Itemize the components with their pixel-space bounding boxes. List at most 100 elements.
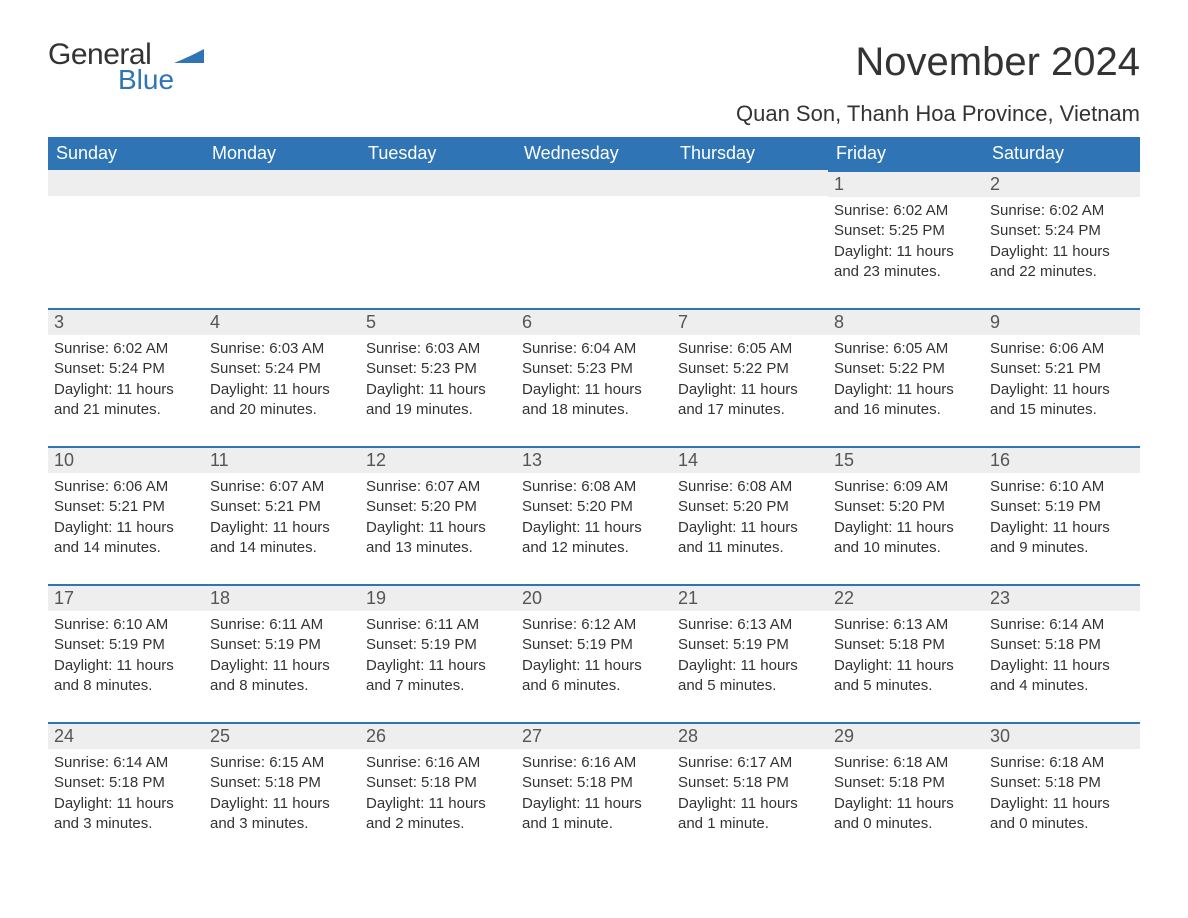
day-cell: 13Sunrise: 6:08 AMSunset: 5:20 PMDayligh…: [516, 446, 672, 584]
day-details: Sunrise: 6:08 AMSunset: 5:20 PMDaylight:…: [672, 473, 828, 558]
sunset-text: Sunset: 5:19 PM: [366, 635, 510, 655]
sunset-text: Sunset: 5:22 PM: [834, 359, 978, 379]
day-cell: 5Sunrise: 6:03 AMSunset: 5:23 PMDaylight…: [360, 308, 516, 446]
day-cell: 7Sunrise: 6:05 AMSunset: 5:22 PMDaylight…: [672, 308, 828, 446]
sunset-text: Sunset: 5:18 PM: [678, 773, 822, 793]
day-number: 20: [516, 584, 672, 611]
day-header-sat: Saturday: [984, 137, 1140, 170]
sunrise-text: Sunrise: 6:13 AM: [834, 615, 978, 635]
day-cell: 2Sunrise: 6:02 AMSunset: 5:24 PMDaylight…: [984, 170, 1140, 308]
week-row: 17Sunrise: 6:10 AMSunset: 5:19 PMDayligh…: [48, 584, 1140, 722]
day-number: 22: [828, 584, 984, 611]
sunset-text: Sunset: 5:18 PM: [366, 773, 510, 793]
sunset-text: Sunset: 5:19 PM: [210, 635, 354, 655]
daylight-text: Daylight: 11 hours and 1 minute.: [522, 794, 666, 835]
week-row: 24Sunrise: 6:14 AMSunset: 5:18 PMDayligh…: [48, 722, 1140, 860]
daylight-text: Daylight: 11 hours and 6 minutes.: [522, 656, 666, 697]
sunset-text: Sunset: 5:20 PM: [834, 497, 978, 517]
daylight-text: Daylight: 11 hours and 2 minutes.: [366, 794, 510, 835]
sunset-text: Sunset: 5:20 PM: [366, 497, 510, 517]
day-number: 17: [48, 584, 204, 611]
day-details: Sunrise: 6:18 AMSunset: 5:18 PMDaylight:…: [828, 749, 984, 834]
day-details: Sunrise: 6:02 AMSunset: 5:24 PMDaylight:…: [48, 335, 204, 420]
sunset-text: Sunset: 5:21 PM: [210, 497, 354, 517]
sunset-text: Sunset: 5:18 PM: [210, 773, 354, 793]
sunrise-text: Sunrise: 6:07 AM: [210, 477, 354, 497]
sunrise-text: Sunrise: 6:02 AM: [990, 201, 1134, 221]
day-number: 1: [828, 170, 984, 197]
day-cell: 14Sunrise: 6:08 AMSunset: 5:20 PMDayligh…: [672, 446, 828, 584]
day-cell: 27Sunrise: 6:16 AMSunset: 5:18 PMDayligh…: [516, 722, 672, 860]
sunrise-text: Sunrise: 6:11 AM: [210, 615, 354, 635]
day-details: Sunrise: 6:15 AMSunset: 5:18 PMDaylight:…: [204, 749, 360, 834]
day-details: Sunrise: 6:16 AMSunset: 5:18 PMDaylight:…: [516, 749, 672, 834]
daylight-text: Daylight: 11 hours and 0 minutes.: [834, 794, 978, 835]
day-number: 10: [48, 446, 204, 473]
sunset-text: Sunset: 5:23 PM: [366, 359, 510, 379]
day-number: 27: [516, 722, 672, 749]
sunset-text: Sunset: 5:18 PM: [834, 635, 978, 655]
sunset-text: Sunset: 5:19 PM: [522, 635, 666, 655]
day-cell: 15Sunrise: 6:09 AMSunset: 5:20 PMDayligh…: [828, 446, 984, 584]
sunset-text: Sunset: 5:25 PM: [834, 221, 978, 241]
day-number: 21: [672, 584, 828, 611]
day-number: 30: [984, 722, 1140, 749]
sunrise-text: Sunrise: 6:15 AM: [210, 753, 354, 773]
day-number: 13: [516, 446, 672, 473]
day-header-row: Sunday Monday Tuesday Wednesday Thursday…: [48, 137, 1140, 170]
sunset-text: Sunset: 5:20 PM: [678, 497, 822, 517]
day-header-tue: Tuesday: [360, 137, 516, 170]
daylight-text: Daylight: 11 hours and 7 minutes.: [366, 656, 510, 697]
day-details: Sunrise: 6:10 AMSunset: 5:19 PMDaylight:…: [48, 611, 204, 696]
daylight-text: Daylight: 11 hours and 21 minutes.: [54, 380, 198, 421]
daylight-text: Daylight: 11 hours and 8 minutes.: [54, 656, 198, 697]
sunset-text: Sunset: 5:21 PM: [54, 497, 198, 517]
day-details: Sunrise: 6:13 AMSunset: 5:19 PMDaylight:…: [672, 611, 828, 696]
sunrise-text: Sunrise: 6:14 AM: [990, 615, 1134, 635]
day-details: Sunrise: 6:11 AMSunset: 5:19 PMDaylight:…: [204, 611, 360, 696]
day-cell: 3Sunrise: 6:02 AMSunset: 5:24 PMDaylight…: [48, 308, 204, 446]
day-cell: [672, 170, 828, 308]
day-header-thu: Thursday: [672, 137, 828, 170]
daylight-text: Daylight: 11 hours and 17 minutes.: [678, 380, 822, 421]
day-details: Sunrise: 6:12 AMSunset: 5:19 PMDaylight:…: [516, 611, 672, 696]
day-number: 14: [672, 446, 828, 473]
sunset-text: Sunset: 5:23 PM: [522, 359, 666, 379]
week-row: 3Sunrise: 6:02 AMSunset: 5:24 PMDaylight…: [48, 308, 1140, 446]
day-number: 6: [516, 308, 672, 335]
sunrise-text: Sunrise: 6:13 AM: [678, 615, 822, 635]
sunrise-text: Sunrise: 6:12 AM: [522, 615, 666, 635]
day-number: 28: [672, 722, 828, 749]
day-cell: [360, 170, 516, 308]
day-header-fri: Friday: [828, 137, 984, 170]
day-details: Sunrise: 6:06 AMSunset: 5:21 PMDaylight:…: [48, 473, 204, 558]
daylight-text: Daylight: 11 hours and 22 minutes.: [990, 242, 1134, 283]
daylight-text: Daylight: 11 hours and 9 minutes.: [990, 518, 1134, 559]
day-cell: 6Sunrise: 6:04 AMSunset: 5:23 PMDaylight…: [516, 308, 672, 446]
sunrise-text: Sunrise: 6:10 AM: [54, 615, 198, 635]
day-number: 15: [828, 446, 984, 473]
day-cell: 10Sunrise: 6:06 AMSunset: 5:21 PMDayligh…: [48, 446, 204, 584]
daylight-text: Daylight: 11 hours and 15 minutes.: [990, 380, 1134, 421]
sunset-text: Sunset: 5:18 PM: [54, 773, 198, 793]
week-row: 10Sunrise: 6:06 AMSunset: 5:21 PMDayligh…: [48, 446, 1140, 584]
day-header-wed: Wednesday: [516, 137, 672, 170]
sunrise-text: Sunrise: 6:03 AM: [366, 339, 510, 359]
day-details: Sunrise: 6:07 AMSunset: 5:20 PMDaylight:…: [360, 473, 516, 558]
day-details: Sunrise: 6:06 AMSunset: 5:21 PMDaylight:…: [984, 335, 1140, 420]
daylight-text: Daylight: 11 hours and 10 minutes.: [834, 518, 978, 559]
day-number: 11: [204, 446, 360, 473]
day-details: Sunrise: 6:05 AMSunset: 5:22 PMDaylight:…: [672, 335, 828, 420]
sunrise-text: Sunrise: 6:03 AM: [210, 339, 354, 359]
sunset-text: Sunset: 5:18 PM: [990, 635, 1134, 655]
sunrise-text: Sunrise: 6:14 AM: [54, 753, 198, 773]
daylight-text: Daylight: 11 hours and 23 minutes.: [834, 242, 978, 283]
day-details: Sunrise: 6:03 AMSunset: 5:23 PMDaylight:…: [360, 335, 516, 420]
logo: General Blue: [48, 40, 204, 94]
sunrise-text: Sunrise: 6:08 AM: [522, 477, 666, 497]
sunrise-text: Sunrise: 6:16 AM: [366, 753, 510, 773]
calendar-table: Sunday Monday Tuesday Wednesday Thursday…: [48, 137, 1140, 860]
day-cell: 24Sunrise: 6:14 AMSunset: 5:18 PMDayligh…: [48, 722, 204, 860]
sunrise-text: Sunrise: 6:02 AM: [834, 201, 978, 221]
day-details: Sunrise: 6:08 AMSunset: 5:20 PMDaylight:…: [516, 473, 672, 558]
